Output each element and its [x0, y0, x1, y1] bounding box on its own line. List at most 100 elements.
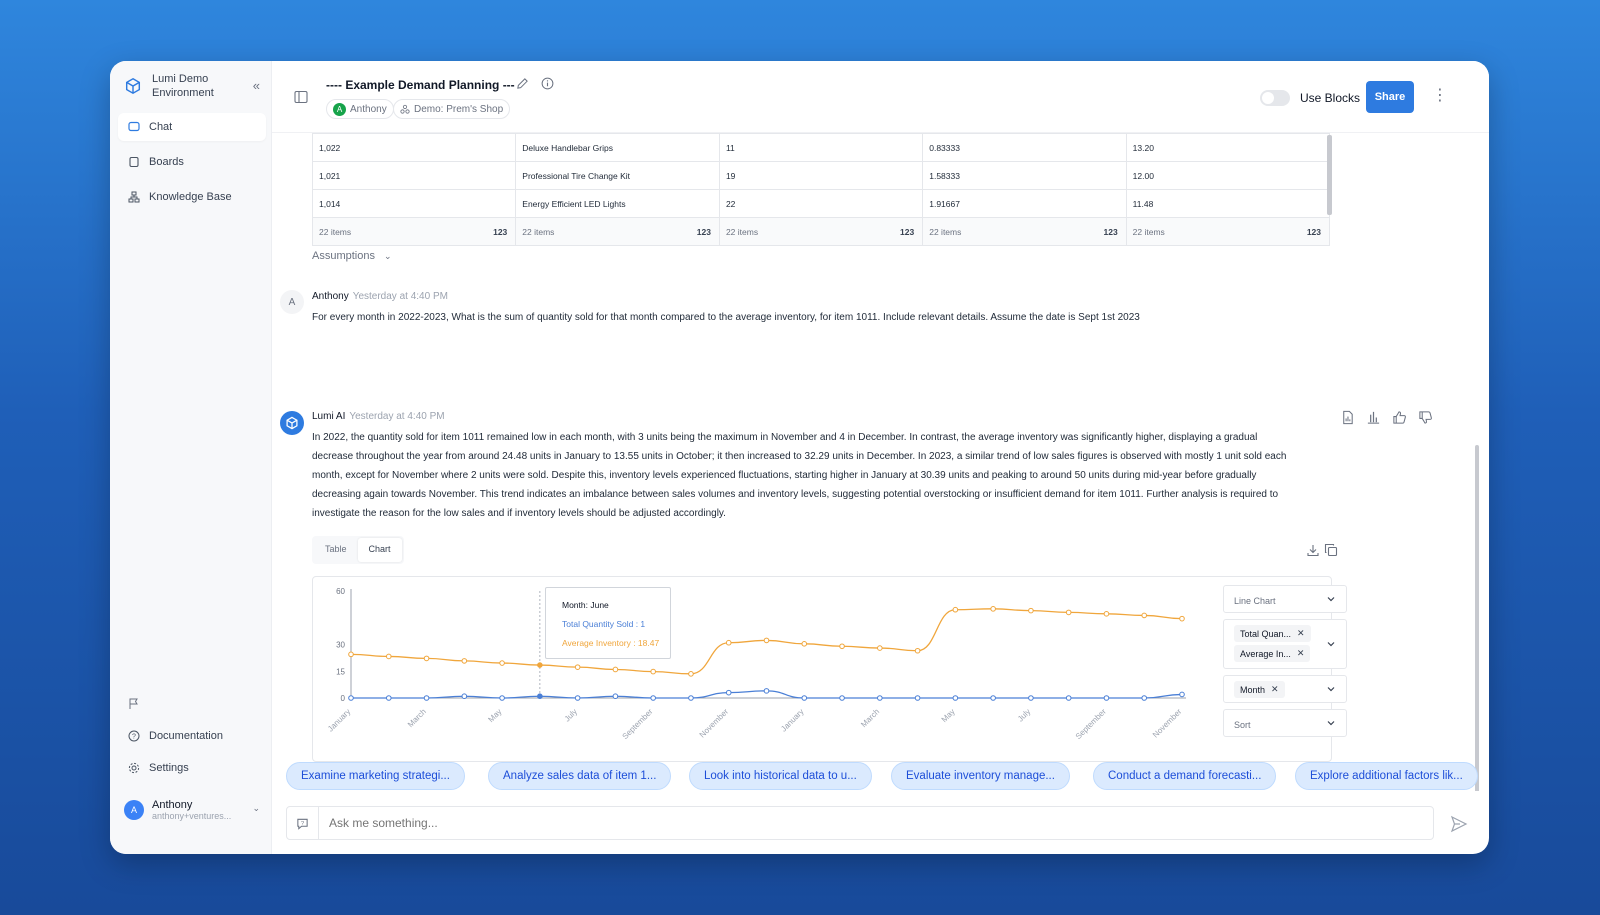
assumptions-label: Assumptions: [312, 250, 375, 262]
chevron-down-icon: [1327, 597, 1335, 602]
user-message-avatar: A: [280, 290, 304, 314]
close-icon[interactable]: ✕: [1271, 684, 1279, 694]
sidebar-item-boards[interactable]: Boards: [118, 148, 266, 176]
suggestion-chip[interactable]: Analyze sales data of item 1...: [488, 762, 672, 790]
collapse-sidebar-icon[interactable]: «: [252, 78, 260, 93]
data-point: [574, 664, 581, 670]
ai-message-text: In 2022, the quantity sold for item 1011…: [312, 428, 1286, 523]
bar-chart-icon[interactable]: [1366, 410, 1381, 425]
user-message-time: Yesterday at 4:40 PM: [352, 291, 448, 302]
thumbs-up-icon[interactable]: [1392, 410, 1407, 425]
ai-message-time: Yesterday at 4:40 PM: [349, 411, 445, 422]
x-tick-label: July: [563, 707, 579, 723]
sidebar-item-chat[interactable]: Chat: [118, 113, 266, 141]
use-blocks-toggle[interactable]: [1260, 90, 1290, 106]
tab-chart[interactable]: Chart: [357, 538, 402, 562]
lumi-logo-icon: [125, 77, 141, 95]
footer-count: 22 items: [725, 226, 759, 237]
data-point: [914, 647, 921, 654]
suggestion-chip[interactable]: Look into historical data to u...: [689, 762, 872, 790]
y-tick-label: 0: [341, 694, 346, 703]
chart-panel: 0 15 30 60 January March May July September Novem…: [312, 576, 1347, 762]
x-tick-label: July: [1016, 707, 1032, 723]
tab-table[interactable]: Table: [325, 544, 347, 554]
suggestion-chip[interactable]: Examine marketing strategi...: [286, 762, 465, 790]
data-point: [574, 695, 581, 701]
data-point: [1179, 691, 1185, 698]
sidebar-item-documentation[interactable]: ? Documentation: [118, 722, 266, 750]
more-options-icon[interactable]: ⋮: [1432, 87, 1448, 104]
suggestion-chip[interactable]: Evaluate inventory manage...: [891, 762, 1070, 790]
close-icon[interactable]: ✕: [1296, 648, 1305, 658]
table-cell: 1,014: [311, 189, 517, 218]
close-icon[interactable]: ✕: [1297, 628, 1305, 638]
flag-icon[interactable]: [128, 698, 140, 710]
table-scrollbar[interactable]: [1327, 135, 1332, 215]
suggestion-chip[interactable]: Explore additional factors lik...: [1295, 762, 1478, 790]
table-cell: 1.58333: [922, 161, 1127, 190]
data-point: [763, 688, 770, 694]
sort-select[interactable]: Sort: [1223, 709, 1347, 737]
footer-type-icon: 123: [1306, 226, 1321, 237]
sidebar-item-settings[interactable]: Settings: [118, 754, 266, 782]
data-point: [877, 695, 883, 701]
data-point: [1179, 615, 1185, 622]
tooltip-month: Month: June: [562, 600, 609, 610]
prompt-help-icon[interactable]: ?: [287, 807, 319, 839]
suggestion-chip[interactable]: Conduct a demand forecasti...: [1093, 762, 1277, 790]
sidebar-item-label: Knowledge Base: [149, 191, 232, 203]
x-tick-label: November: [698, 707, 731, 740]
footer-type-icon: 123: [1103, 226, 1118, 237]
x-tick-label: January: [779, 707, 805, 733]
sidebar-item-knowledge-base[interactable]: Knowledge Base: [118, 183, 266, 211]
chevron-down-icon: [1327, 687, 1335, 692]
assumptions-toggle[interactable]: Assumptions ⌄: [312, 250, 392, 262]
toggle-panel-icon[interactable]: [294, 90, 308, 104]
x-axis-select[interactable]: Month ✕: [1223, 675, 1347, 703]
table-cell: 1,022: [311, 133, 517, 162]
table-cell: 11.48: [1125, 189, 1331, 218]
edit-icon[interactable]: [516, 77, 529, 90]
data-point: [688, 695, 694, 701]
footer-count: 22 items: [1132, 226, 1165, 237]
user-message-name: Anthony: [312, 291, 349, 302]
x-axis-tag[interactable]: Month ✕: [1234, 681, 1285, 698]
knowledge-icon: [128, 191, 140, 203]
data-point: [537, 693, 543, 700]
data-point: [952, 695, 959, 701]
chart-type-select[interactable]: Line Chart: [1223, 585, 1347, 613]
ai-message-line: month, except for November where 2 units…: [312, 470, 1257, 481]
data-point: [650, 668, 656, 675]
avatar: A: [124, 800, 144, 820]
series-select[interactable]: Total Quan... ✕ Average In... ✕: [1223, 619, 1347, 669]
user-chip-label: Anthony: [350, 103, 387, 115]
content-scrollbar[interactable]: [1475, 445, 1479, 791]
user-chip[interactable]: A Anthony: [326, 99, 394, 119]
x-tick-label: January: [326, 707, 352, 733]
share-button[interactable]: Share: [1366, 81, 1414, 113]
table-footer-row: 22 items 123 22 items 123 22 items 123 22 item…: [311, 217, 1331, 246]
user-message-header: Anthony Yesterday at 4:40 PM: [312, 291, 448, 302]
chevron-down-icon: [1327, 721, 1335, 726]
user-menu[interactable]: A Anthony anthony+ventures... ⌄: [124, 795, 264, 825]
environment-chip[interactable]: Demo: Prem's Shop: [393, 99, 511, 119]
download-icon[interactable]: [1306, 543, 1320, 557]
info-icon[interactable]: [541, 77, 554, 90]
user-chip-avatar: A: [333, 102, 346, 116]
table-cell: 0.83333: [922, 133, 1127, 162]
series-tag-inventory[interactable]: Average In... ✕: [1234, 645, 1311, 662]
x-tick-label: May: [486, 707, 503, 724]
x-tick-label: September: [621, 707, 655, 741]
copy-icon[interactable]: [1324, 543, 1338, 557]
svg-text:?: ?: [132, 734, 136, 741]
x-tick-label: November: [1151, 707, 1184, 740]
send-icon[interactable]: [1450, 815, 1468, 833]
y-tick-label: 30: [336, 641, 345, 650]
table-cell: 12.00: [1125, 161, 1331, 190]
thumbs-down-icon[interactable]: [1418, 410, 1433, 425]
report-icon[interactable]: [1340, 410, 1355, 425]
footer-count: 22 items: [522, 226, 555, 237]
chat-input[interactable]: [319, 816, 1379, 830]
sidebar-item-label: Chat: [149, 121, 173, 133]
series-tag-quantity[interactable]: Total Quan... ✕: [1234, 625, 1311, 642]
